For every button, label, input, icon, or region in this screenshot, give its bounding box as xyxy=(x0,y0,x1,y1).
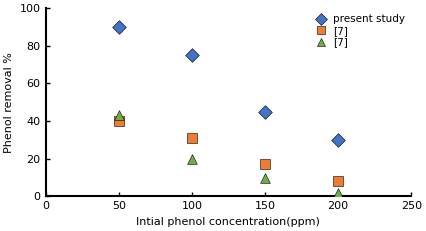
Legend: present study, [7], [7]: present study, [7], [7] xyxy=(309,13,406,49)
Point xyxy=(188,53,195,57)
Point xyxy=(188,157,195,161)
Point xyxy=(262,176,268,179)
X-axis label: Intial phenol concentration(ppm): Intial phenol concentration(ppm) xyxy=(136,217,320,227)
Point xyxy=(115,114,122,117)
Point xyxy=(262,163,268,166)
Point xyxy=(335,138,342,142)
Y-axis label: Phenol removal %: Phenol removal % xyxy=(4,52,14,153)
Point xyxy=(188,136,195,140)
Point xyxy=(335,179,342,183)
Point xyxy=(262,110,268,114)
Point xyxy=(335,191,342,195)
Point xyxy=(115,25,122,29)
Point xyxy=(115,119,122,123)
